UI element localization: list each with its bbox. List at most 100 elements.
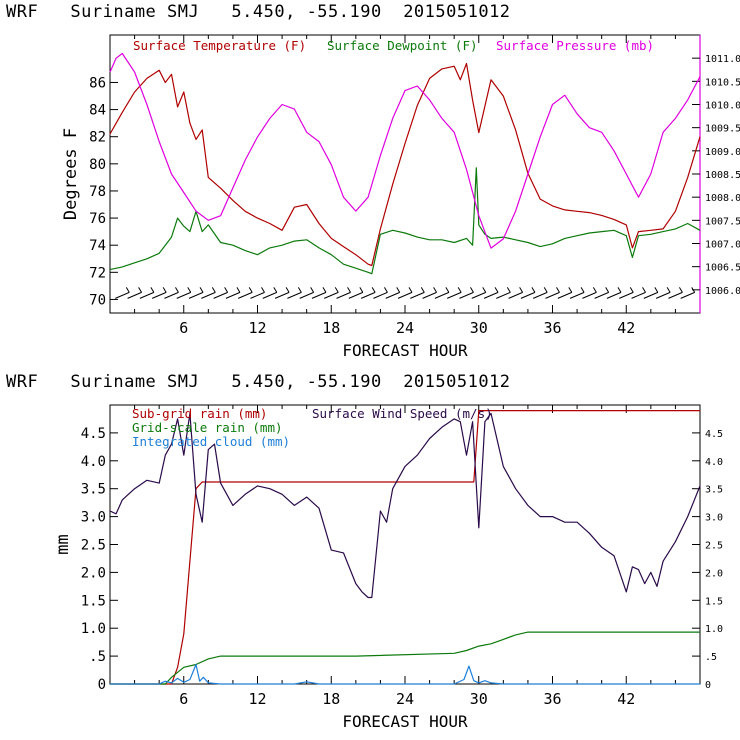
x-tick-label: 24 — [396, 690, 414, 708]
wind-barb-flag — [629, 287, 634, 293]
wind-barb-flag — [678, 287, 683, 293]
x-tick-label: 18 — [322, 690, 340, 708]
wind-barb — [225, 291, 241, 299]
wind-barb-flag — [285, 287, 290, 293]
y-tick-label: 1.0 — [81, 621, 106, 637]
y2-tick-label: 1007.5 — [705, 216, 740, 227]
wind-barb — [619, 291, 634, 299]
wind-barb-flag — [224, 287, 229, 293]
wind-barb-flag — [347, 287, 351, 293]
y2-tick-label: .5 — [705, 652, 717, 663]
y-tick-label: 74 — [89, 238, 106, 254]
wind-barb-flag — [359, 287, 364, 293]
wind-barb-flag — [408, 287, 413, 293]
y-tick-label: 4.5 — [81, 426, 106, 442]
y-tick-label: 78 — [89, 184, 106, 200]
y2-tick-label: 1008.5 — [705, 170, 740, 181]
series-line-surface-dewpoint-f- — [109, 167, 701, 275]
legend-entry: Sub-grid rain (mm) — [132, 406, 267, 421]
series-line-surface-pressure-mb- — [109, 52, 701, 249]
wind-barb-flag — [125, 287, 130, 293]
wind-barb — [287, 291, 302, 299]
y-tick-label: 2.0 — [81, 565, 106, 581]
y2-tick-label: 1007.0 — [705, 240, 740, 251]
wind-barb — [139, 291, 155, 299]
wind-barb-flag — [691, 287, 696, 293]
y2-tick-label: 2.5 — [705, 541, 723, 552]
wind-barb-flag — [383, 287, 388, 293]
wind-barb-flag — [433, 287, 438, 293]
wind-barb — [471, 291, 486, 299]
wind-barb — [213, 291, 228, 299]
wind-barb-flag — [556, 287, 560, 293]
wind-barb-flag — [470, 287, 474, 293]
wind-barb — [348, 291, 364, 299]
y-tick-label: 82 — [89, 130, 106, 146]
y-tick-label: 2.5 — [81, 538, 106, 554]
y-tick-label: 72 — [89, 265, 106, 281]
wind-barb-flag — [592, 287, 597, 293]
x-tick-label: 6 — [179, 690, 188, 708]
wind-barb — [115, 291, 130, 299]
y2-tick-label: 1.0 — [705, 624, 723, 635]
wind-barb — [360, 291, 376, 299]
wind-barb-flag — [187, 287, 192, 293]
y2-tick-label: 2.0 — [705, 568, 723, 579]
x-tick-label: 12 — [248, 319, 266, 337]
wind-barb-flag — [371, 287, 376, 293]
y2-tick-label: 1010.5 — [705, 77, 740, 88]
bottom-chart-title: WRF Suriname SMJ 5.450, -55.190 20150510… — [6, 372, 511, 392]
wind-barb — [311, 291, 327, 299]
legend-entry: Integrated cloud (mm) — [132, 434, 290, 449]
wind-barb-flag — [199, 287, 204, 293]
top-chart-title: WRF Suriname SMJ 5.450, -55.190 20150510… — [6, 2, 511, 22]
y-tick-label: 3.0 — [81, 510, 106, 526]
wind-barb-flag — [273, 287, 278, 293]
wind-barb — [643, 291, 659, 299]
wind-barb-flag — [162, 287, 167, 293]
y2-tick-label: 1009.5 — [705, 124, 740, 135]
wind-barb — [201, 291, 216, 299]
y-tick-label: 3.5 — [81, 482, 106, 498]
wind-barb-flag — [568, 287, 573, 293]
wind-barb-flag — [175, 287, 179, 293]
wind-barb-flag — [150, 287, 155, 293]
wind-barb-flag — [457, 287, 462, 293]
series-line-surface-wind-speed-m-s- — [109, 412, 701, 599]
y-tick-label: 4.0 — [81, 454, 106, 470]
x-tick-label: 42 — [617, 319, 635, 337]
wind-barb — [250, 291, 265, 299]
y2-tick-label: 1006.5 — [705, 263, 740, 274]
wind-barb — [655, 291, 671, 299]
y2-tick-label: 1009.0 — [705, 147, 740, 158]
wind-barb-flag — [506, 287, 511, 293]
wind-barb — [336, 291, 351, 299]
wind-barb-flag — [642, 287, 646, 293]
y-tick-label: 70 — [89, 292, 106, 308]
wind-barb-flag — [519, 287, 524, 293]
y-axis-title: Degrees F — [61, 128, 81, 220]
x-tick-label: 18 — [322, 319, 340, 337]
wind-barb-flag — [605, 287, 610, 293]
y-tick-label: 80 — [89, 157, 106, 173]
wind-barb-flag — [617, 287, 622, 293]
wind-barb-flag — [297, 287, 302, 293]
wind-barb-flag — [322, 287, 327, 293]
wind-barb — [668, 291, 683, 299]
wind-barb — [299, 291, 314, 299]
wind-barb — [606, 291, 622, 299]
wind-barb — [483, 291, 499, 299]
x-tick-label: 24 — [396, 319, 414, 337]
wind-barb — [176, 291, 191, 299]
series-line-integrated-cloud-mm- — [110, 663, 700, 685]
wind-barb-flag — [211, 287, 216, 293]
wind-barb — [496, 291, 511, 299]
wind-barb — [262, 291, 277, 299]
wind-barb-flag — [396, 287, 401, 293]
wind-barb — [680, 291, 695, 299]
wind-barb-flag — [666, 287, 671, 293]
legend-entry: Surface Temperature (F) — [133, 38, 306, 53]
legend-entry: Surface Dewpoint (F) — [327, 38, 478, 53]
y2-tick-label: 4.0 — [705, 457, 723, 468]
